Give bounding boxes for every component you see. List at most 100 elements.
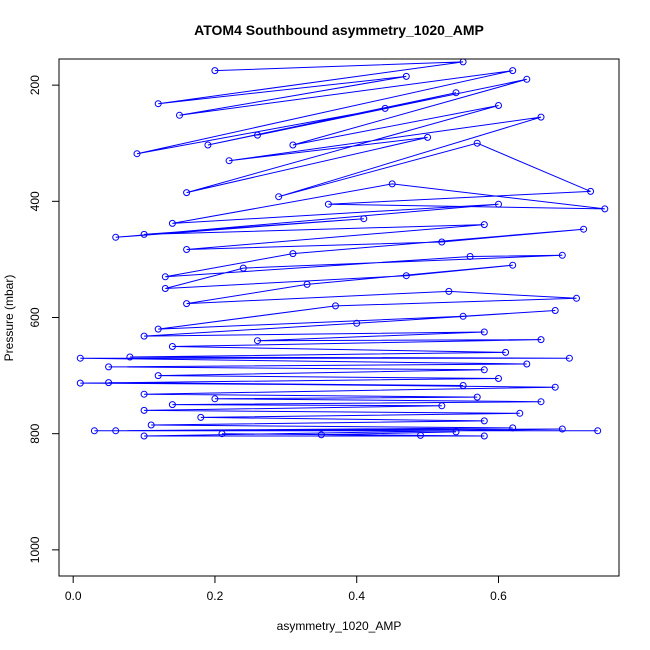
data-point (289, 250, 297, 258)
data-point (211, 395, 219, 403)
data-point (239, 264, 247, 272)
data-point (495, 102, 502, 109)
data-point (495, 200, 502, 208)
y-axis-label: Pressure (mbar) (2, 275, 16, 362)
data-point (140, 332, 148, 340)
data-point (509, 261, 517, 269)
data-point (424, 133, 432, 141)
data-point (147, 421, 155, 429)
data-point (523, 360, 531, 368)
data-point (402, 72, 410, 80)
data-point (388, 180, 396, 188)
data-point (105, 363, 113, 371)
data-point (587, 187, 595, 195)
data-point (353, 319, 361, 327)
data-point (438, 402, 446, 410)
data-point (289, 141, 297, 149)
data-point (140, 432, 148, 440)
data-point (495, 375, 502, 382)
data-point (573, 294, 580, 302)
data-point (154, 325, 162, 333)
data-point (154, 372, 162, 380)
data-point (466, 253, 474, 260)
x-tick-label: 0.2 (207, 589, 224, 603)
data-point (168, 343, 176, 350)
data-point (140, 406, 148, 414)
x-tick-label: 0.4 (348, 589, 365, 603)
data-point (601, 205, 609, 213)
data-point (480, 417, 488, 425)
data-point (183, 189, 191, 197)
data-point (523, 75, 531, 83)
data-point (211, 67, 219, 75)
data-point (502, 348, 510, 356)
data-point (133, 150, 141, 158)
data-point (459, 382, 467, 389)
data-point (381, 104, 389, 112)
x-axis-label: asymmetry_1020_AMP (277, 619, 402, 633)
data-point (452, 89, 460, 97)
data-point (183, 300, 191, 308)
data-point (90, 427, 98, 435)
y-axis: 200 400 600 800 1000 (28, 75, 60, 563)
data-point (537, 336, 545, 344)
data-point (197, 413, 205, 421)
data-point (324, 200, 332, 208)
series-line (80, 61, 605, 437)
plot-frame (58, 58, 620, 577)
data-point (480, 221, 488, 229)
chart-title: ATOM4 Southbound asymmetry_1020_AMP (194, 22, 484, 38)
data-point (317, 431, 325, 439)
data-point (225, 157, 233, 165)
data-point (76, 354, 84, 362)
data-point (183, 246, 191, 253)
data-point (558, 425, 566, 433)
data-point (473, 139, 481, 147)
data-point (480, 432, 488, 440)
data-point (509, 67, 517, 75)
data-point (594, 427, 602, 435)
data-point (509, 424, 517, 432)
data-point (176, 111, 183, 119)
y-tick-label: 800 (28, 423, 42, 443)
data-point (254, 337, 261, 345)
data-point (218, 430, 226, 438)
data-point (558, 251, 566, 259)
data-point (332, 302, 339, 310)
data-point (126, 353, 134, 361)
data-point (275, 193, 283, 201)
x-tick-label: 0.6 (490, 589, 507, 603)
data-point (516, 409, 524, 417)
data-point (480, 328, 488, 336)
data-point (112, 427, 120, 435)
y-tick-label: 400 (28, 191, 42, 211)
data-point (161, 285, 169, 292)
y-tick-label: 600 (28, 307, 42, 327)
data-point (140, 230, 148, 238)
data-point (402, 272, 410, 280)
data-point (140, 390, 148, 398)
data-point (417, 431, 424, 439)
x-axis: 0.0 0.2 0.4 0.6 (65, 575, 507, 603)
data-point (154, 100, 162, 108)
data-point (254, 131, 261, 139)
data-point (161, 273, 169, 281)
data-point (459, 312, 467, 320)
data-point (452, 428, 460, 436)
x-tick-label: 0.0 (65, 589, 82, 603)
data-point (168, 401, 176, 409)
data-point (565, 354, 573, 362)
data-point (168, 219, 176, 227)
data-point (551, 307, 559, 314)
data-point (445, 287, 453, 295)
data-point (537, 398, 545, 406)
data-point (580, 225, 588, 233)
y-tick-label: 1000 (28, 536, 42, 563)
y-tick-label: 200 (28, 75, 42, 95)
data-point (303, 280, 311, 288)
data-point (473, 393, 481, 401)
data-point (537, 113, 545, 121)
data-point (551, 383, 559, 391)
data-point (204, 141, 212, 149)
